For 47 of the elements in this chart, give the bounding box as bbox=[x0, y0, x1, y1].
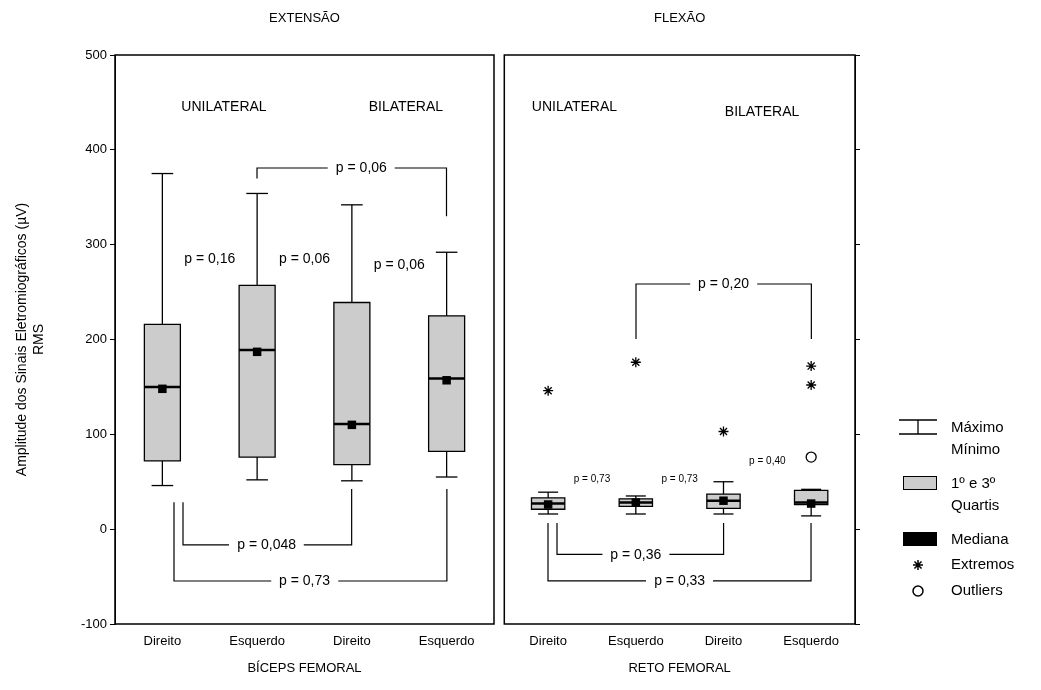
annotation: BILATERAL bbox=[724, 102, 800, 119]
annotation: p = 0,06 bbox=[335, 158, 388, 175]
legend-label: Extremos bbox=[951, 555, 1015, 573]
chart-title: FLEXÃO bbox=[654, 9, 706, 25]
annotation: p = 0,06 bbox=[373, 256, 425, 273]
x-tick-label: Direito bbox=[333, 633, 371, 649]
chart-title: EXTENSÃO bbox=[269, 9, 340, 25]
x-tick-label: Direito bbox=[529, 633, 567, 649]
annotation: UNILATERAL bbox=[181, 98, 267, 115]
x-tick-label: Direito bbox=[704, 633, 743, 649]
x-tick-label: Esquerdo bbox=[783, 633, 839, 649]
point bbox=[717, 425, 730, 438]
x-tick-label: Direito bbox=[143, 633, 182, 649]
x-tick-label: Esquerdo bbox=[418, 633, 475, 649]
annotation: p = 0,16 bbox=[184, 249, 236, 266]
y-axis-title: Amplitude dos Sinais Eletromiográficos (µV) RMS bbox=[13, 202, 47, 477]
point bbox=[630, 356, 642, 368]
annotation: p = 0,20 bbox=[697, 275, 750, 292]
annotation: BILATERAL bbox=[368, 98, 444, 115]
point bbox=[805, 451, 817, 463]
text: 1º e 3º Quartis bbox=[951, 473, 1000, 515]
annotation: p = 0,73 bbox=[573, 472, 611, 484]
annotation: p = 0,048 bbox=[237, 536, 297, 553]
x-tick-label: Esquerdo bbox=[607, 633, 664, 649]
text: Mediana bbox=[951, 529, 1009, 549]
x-tick-label: Esquerdo bbox=[229, 633, 285, 649]
annotation: p = 0,40 bbox=[749, 454, 786, 466]
annotation: p = 0,73 bbox=[661, 472, 699, 484]
x-axis-title: RETO FEMORAL bbox=[628, 659, 731, 675]
point bbox=[542, 385, 554, 397]
y-tick-label: 300 bbox=[85, 236, 107, 252]
y-tick-label: 200 bbox=[85, 331, 107, 347]
annotation: p = 0,73 bbox=[279, 572, 331, 589]
y-tick-label: 0 bbox=[99, 520, 107, 536]
legend-label: Outliers bbox=[951, 581, 1003, 599]
annotation: p = 0,33 bbox=[654, 572, 706, 589]
annotation: p = 0,36 bbox=[610, 545, 662, 562]
y-tick-label: -100 bbox=[80, 615, 107, 631]
point bbox=[805, 379, 817, 391]
y-tick-label: 400 bbox=[85, 141, 107, 157]
annotation: UNILATERAL bbox=[531, 98, 618, 115]
point bbox=[805, 360, 817, 372]
y-tick-label: 100 bbox=[85, 425, 107, 441]
y-tick-label: 500 bbox=[85, 46, 107, 62]
x-axis-title: BÍCEPS FEMORAL bbox=[247, 659, 362, 675]
annotation: p = 0,06 bbox=[279, 249, 331, 266]
text: Máximo Mínimo bbox=[951, 417, 1004, 459]
